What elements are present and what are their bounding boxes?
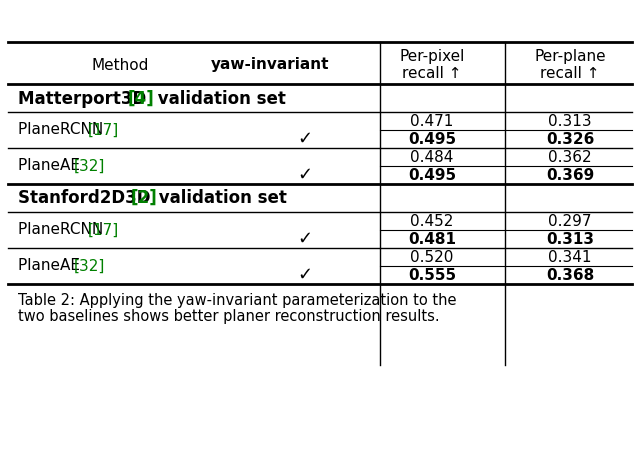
Text: PlaneAE: PlaneAE bbox=[18, 259, 85, 273]
Text: [17]: [17] bbox=[88, 122, 119, 138]
Text: ✓: ✓ bbox=[298, 230, 312, 248]
Text: yaw-invariant: yaw-invariant bbox=[211, 58, 329, 73]
Text: 0.520: 0.520 bbox=[410, 250, 454, 265]
Text: Table 2: Applying the yaw-invariant parameterization to the: Table 2: Applying the yaw-invariant para… bbox=[18, 292, 456, 308]
Text: ✓: ✓ bbox=[298, 130, 312, 148]
Text: 0.471: 0.471 bbox=[410, 113, 454, 128]
Text: recall ↑: recall ↑ bbox=[403, 65, 461, 80]
Text: 0.369: 0.369 bbox=[546, 168, 594, 182]
Text: 0.341: 0.341 bbox=[548, 250, 592, 265]
Text: 0.313: 0.313 bbox=[548, 113, 592, 128]
Text: 0.484: 0.484 bbox=[410, 149, 454, 165]
Text: [17]: [17] bbox=[88, 223, 119, 238]
Text: 0.326: 0.326 bbox=[546, 132, 594, 147]
Text: 0.495: 0.495 bbox=[408, 132, 456, 147]
Text: 0.481: 0.481 bbox=[408, 232, 456, 246]
Text: PlaneRCNN: PlaneRCNN bbox=[18, 223, 108, 238]
Text: validation set: validation set bbox=[152, 90, 286, 108]
Text: [4]: [4] bbox=[128, 90, 155, 108]
Text: ✓: ✓ bbox=[298, 266, 312, 284]
Text: Method: Method bbox=[92, 58, 148, 73]
Text: PlaneRCNN: PlaneRCNN bbox=[18, 122, 108, 138]
Text: 0.313: 0.313 bbox=[546, 232, 594, 246]
Text: [32]: [32] bbox=[74, 159, 106, 174]
Text: ✓: ✓ bbox=[298, 166, 312, 184]
Text: [2]: [2] bbox=[131, 189, 157, 207]
Text: 0.368: 0.368 bbox=[546, 267, 594, 282]
Text: Matterport3D: Matterport3D bbox=[18, 90, 152, 108]
Text: 0.362: 0.362 bbox=[548, 149, 592, 165]
Text: 0.452: 0.452 bbox=[410, 213, 454, 228]
Text: 0.495: 0.495 bbox=[408, 168, 456, 182]
Text: 0.555: 0.555 bbox=[408, 267, 456, 282]
Text: Per-plane: Per-plane bbox=[534, 49, 606, 64]
Text: two baselines shows better planer reconstruction results.: two baselines shows better planer recons… bbox=[18, 309, 440, 324]
Text: Per-pixel: Per-pixel bbox=[399, 49, 465, 64]
Text: [32]: [32] bbox=[74, 259, 106, 273]
Text: 0.297: 0.297 bbox=[548, 213, 592, 228]
Text: PlaneAE: PlaneAE bbox=[18, 159, 85, 174]
Text: Stanford2D3D: Stanford2D3D bbox=[18, 189, 156, 207]
Text: recall ↑: recall ↑ bbox=[540, 65, 600, 80]
Text: validation set: validation set bbox=[153, 189, 287, 207]
